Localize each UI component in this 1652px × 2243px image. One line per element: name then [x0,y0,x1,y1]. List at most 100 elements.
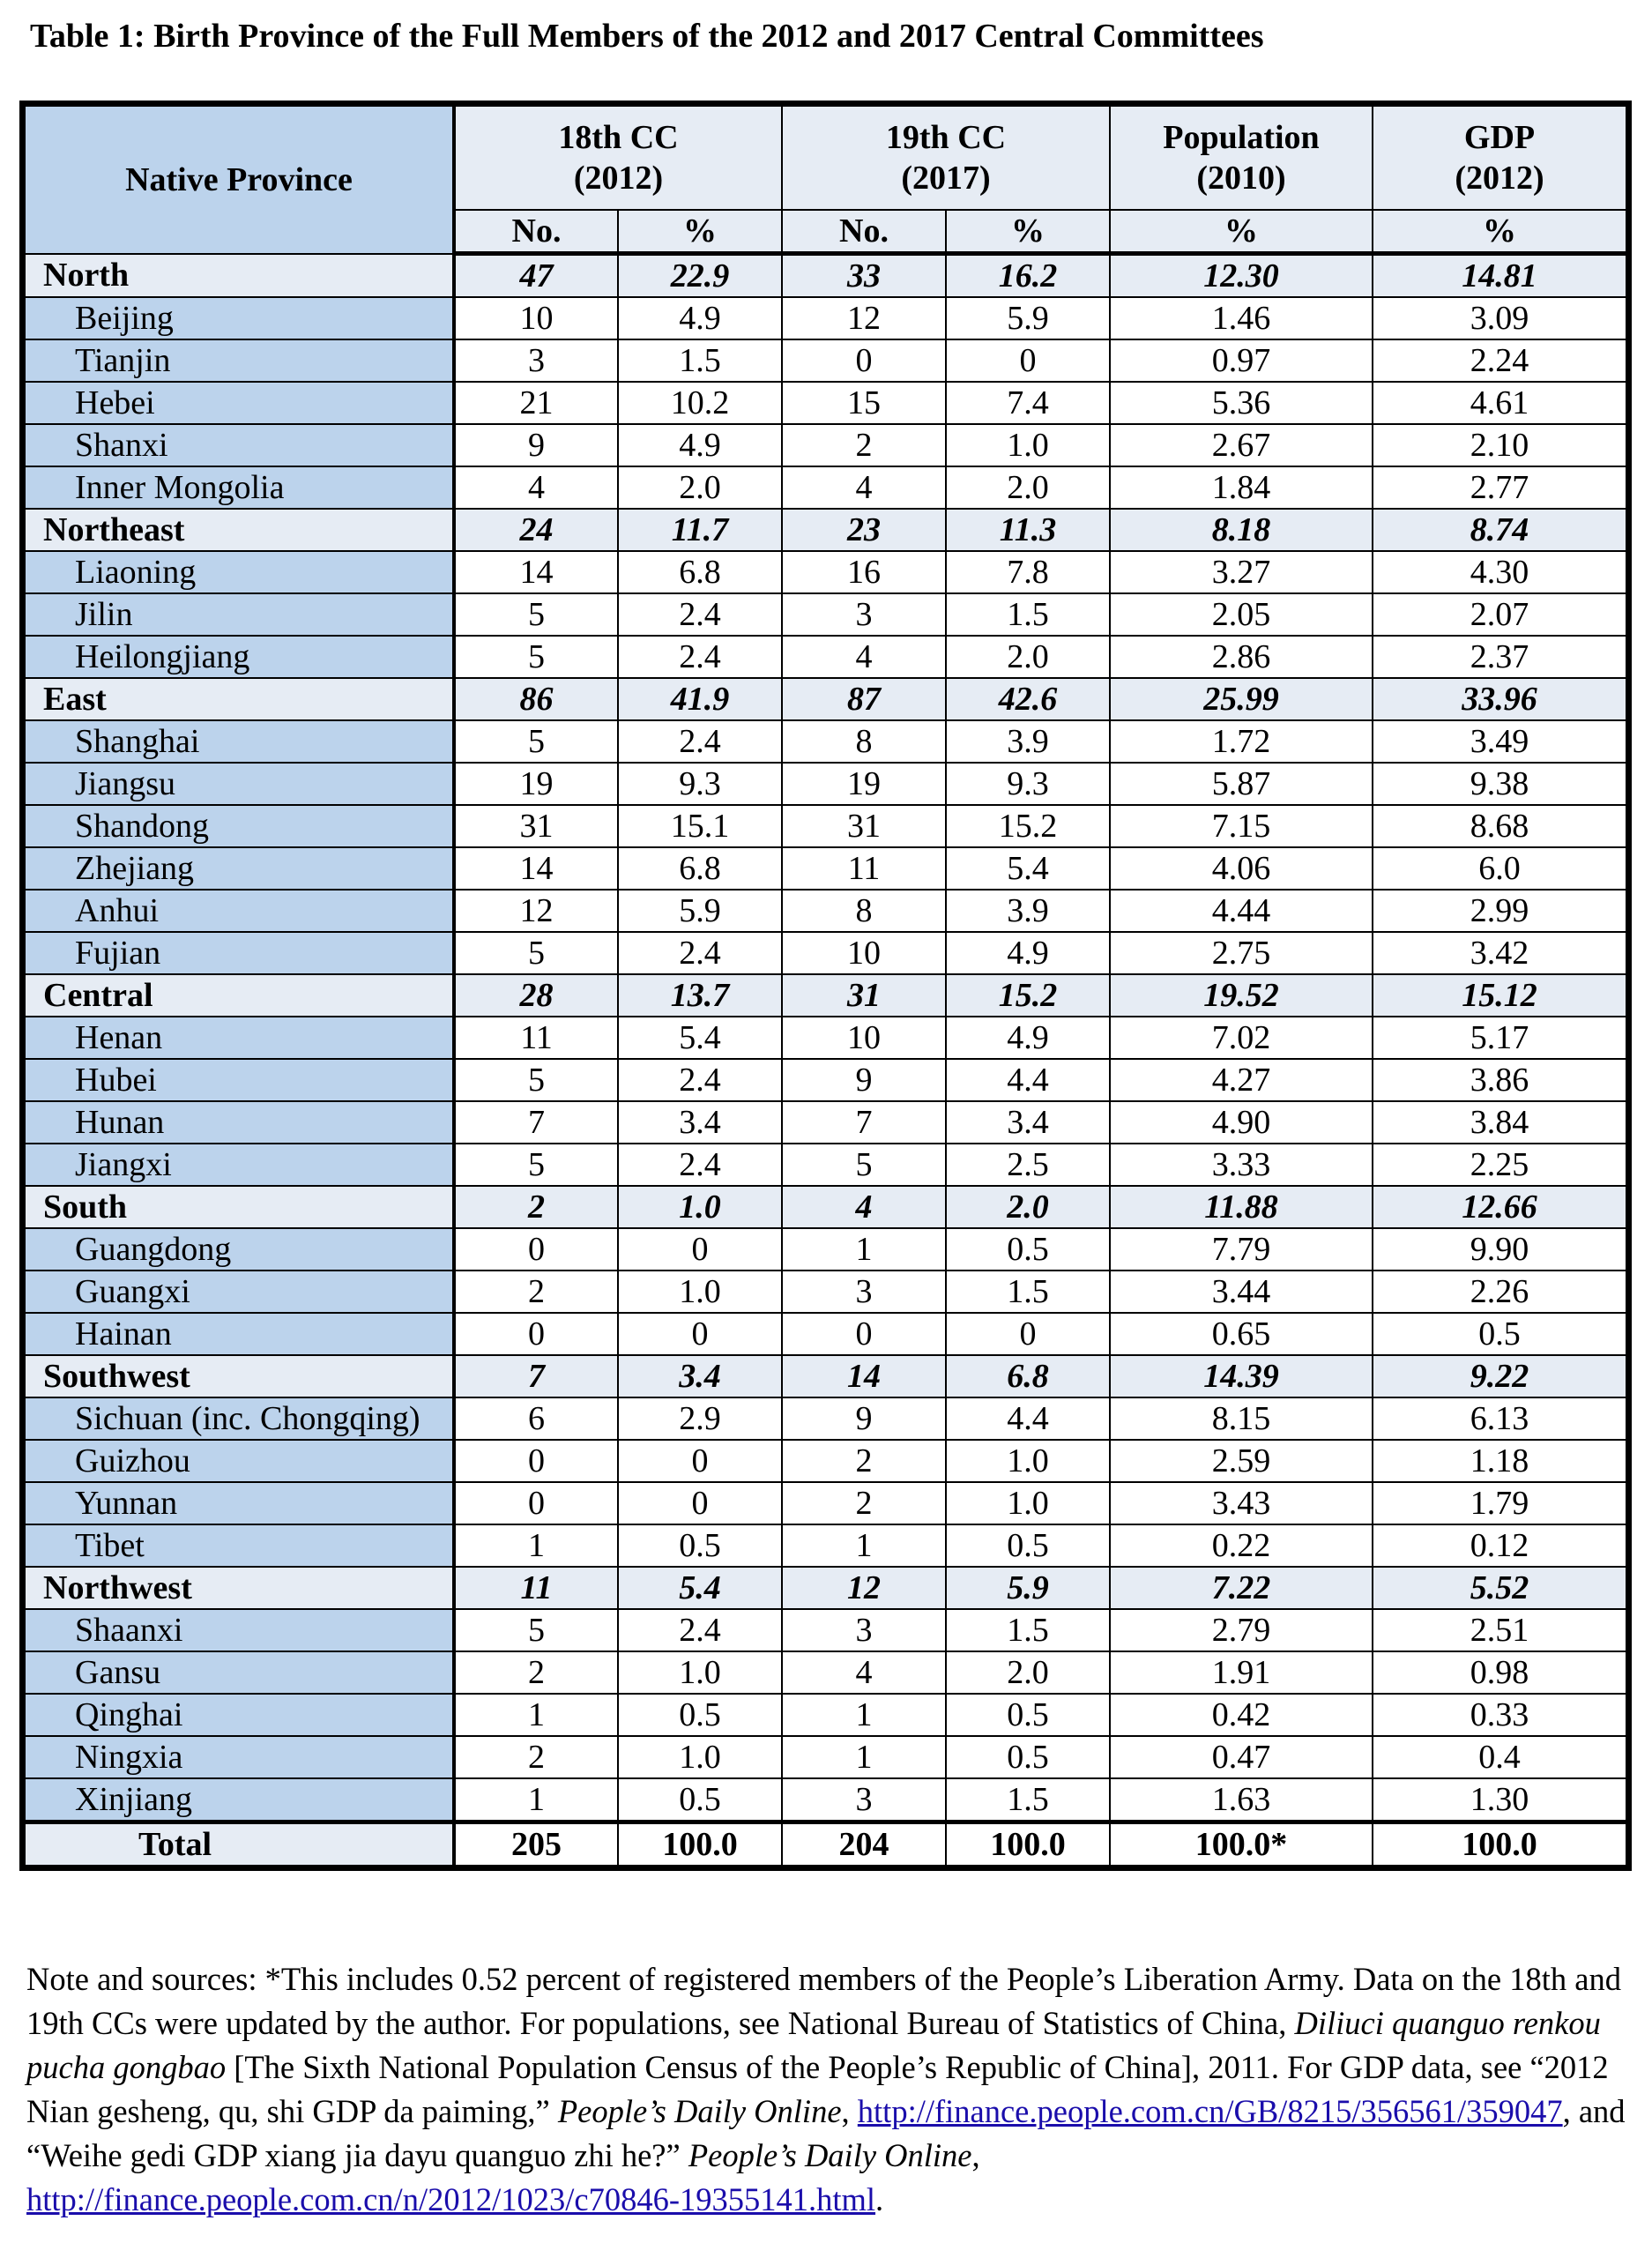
region-name: Northeast [24,508,456,552]
province-row: Shaanxi 5 2.4 3 1.5 2.79 2.51 [24,1608,1627,1652]
total-row: Total 205 100.0 204 100.0 100.0* 100.0 [24,1820,1627,1867]
province-row: Shandong 31 15.1 31 15.2 7.15 8.68 [24,804,1627,848]
table-cell: 42.6 [945,677,1111,721]
table-cell: 47 [453,252,619,298]
table-cell: 2.4 [617,1608,783,1652]
table-cell: 10 [781,1016,947,1060]
table-cell: 2 [453,1270,619,1314]
region-row: Northwest 11 5.4 12 5.9 7.22 5.52 [24,1566,1627,1610]
province-row: Beijing 10 4.9 12 5.9 1.46 3.09 [24,296,1627,340]
table-cell: 0 [617,1481,783,1525]
province-name: Fujian [24,931,456,975]
region-name: South [24,1185,456,1229]
province-row: Guizhou 0 0 2 1.0 2.59 1.18 [24,1439,1627,1483]
table-cell: 1 [781,1524,947,1568]
province-row: Guangdong 0 0 1 0.5 7.79 9.90 [24,1227,1627,1271]
table-cell: 2.99 [1372,889,1627,933]
table-cell: 1.0 [945,1481,1111,1525]
province-row: Hunan 7 3.4 7 3.4 4.90 3.84 [24,1100,1627,1144]
table-cell: 9.38 [1372,762,1627,806]
table-cell: 2.79 [1109,1608,1373,1652]
table-cell: 1.46 [1109,296,1373,340]
total-cell: 100.0* [1109,1820,1373,1867]
table-cell: 1.84 [1109,466,1373,510]
table-cell: 2.07 [1372,592,1627,637]
region-row: Southwest 7 3.4 14 6.8 14.39 9.22 [24,1354,1627,1398]
province-row: Shanghai 5 2.4 8 3.9 1.72 3.49 [24,719,1627,764]
province-name: Guangxi [24,1270,456,1314]
province-row: Jilin 5 2.4 3 1.5 2.05 2.07 [24,592,1627,637]
table-cell: 2.0 [945,635,1111,679]
table-cell: 3 [781,592,947,637]
province-name: Jiangxi [24,1143,456,1187]
region-row: South 2 1.0 4 2.0 11.88 12.66 [24,1185,1627,1229]
province-name: Sichuan (inc. Chongqing) [24,1397,456,1441]
table-cell: 3.84 [1372,1100,1627,1144]
table-cell: 3.9 [945,889,1111,933]
table-cell: 1 [781,1693,947,1737]
province-name: Guizhou [24,1439,456,1483]
table-cell: 11.88 [1109,1185,1373,1229]
table-cell: 2.5 [945,1143,1111,1187]
table-cell: 12 [781,296,947,340]
table-cell: 1 [453,1777,619,1823]
table-cell: 2.0 [945,466,1111,510]
table-cell: 15.2 [945,804,1111,848]
province-name: Ningxia [24,1735,456,1779]
province-name: Qinghai [24,1693,456,1737]
table-cell: 2.51 [1372,1608,1627,1652]
table-cell: 0.5 [945,1735,1111,1779]
table-cell: 4.30 [1372,550,1627,594]
table-cell: 13.7 [617,973,783,1017]
table-cell: 4.9 [945,931,1111,975]
table-cell: 1.79 [1372,1481,1627,1525]
region-row: North 47 22.9 33 16.2 12.30 14.81 [24,252,1627,298]
table-cell: 5.17 [1372,1016,1627,1060]
table-cell: 12 [453,889,619,933]
region-row: Central 28 13.7 31 15.2 19.52 15.12 [24,973,1627,1017]
subheader-percent: % [1109,209,1373,256]
table-cell: 31 [453,804,619,848]
table-cell: 4 [781,1651,947,1695]
table-cell: 3 [781,1608,947,1652]
table-cell: 0.5 [945,1524,1111,1568]
subheader-percent: % [1372,209,1627,256]
table-cell: 0.22 [1109,1524,1373,1568]
note-citation-title: Diliuci quanguo renkou pucha gongbao [26,2005,1601,2085]
table-cell: 0.33 [1372,1693,1627,1737]
province-name: Liaoning [24,550,456,594]
source-link-1[interactable]: http://finance.people.com.cn/GB/8215/356… [857,2093,1563,2129]
table-cell: 23 [781,508,947,552]
header-population-line2: (2010) [1196,160,1286,197]
table-cell: 0.5 [617,1693,783,1737]
table-cell: 14 [453,846,619,890]
header-19th-cc: 19th CC (2017) [781,105,1111,211]
table-cell: 4 [781,466,947,510]
table-cell: 2.24 [1372,339,1627,383]
table-cell: 11.7 [617,508,783,552]
table-cell: 7 [453,1354,619,1398]
table-cell: 15 [781,381,947,425]
table-cell: 3.86 [1372,1058,1627,1102]
table-cell: 14 [781,1354,947,1398]
province-row: Guangxi 2 1.0 3 1.5 3.44 2.26 [24,1270,1627,1314]
table-cell: 2 [781,1439,947,1483]
note-text: , and “Weihe gedi GDP xiang jia dayu qua… [26,2093,1626,2173]
table-cell: 1.91 [1109,1651,1373,1695]
source-link-2[interactable]: http://finance.people.com.cn/n/2012/1023… [26,2181,876,2217]
table-header: Native Province 18th CC (2012) 19th CC (… [24,105,1627,256]
table-cell: 12 [781,1566,947,1610]
table-cell: 0.5 [945,1227,1111,1271]
region-name: Northwest [24,1566,456,1610]
table-cell: 8 [781,719,947,764]
table-cell: 4.61 [1372,381,1627,425]
table-cell: 4.9 [617,423,783,467]
table-cell: 2.75 [1109,931,1373,975]
table-cell: 25.99 [1109,677,1373,721]
table-cell: 3 [453,339,619,383]
table-cell: 4.4 [945,1058,1111,1102]
table-cell: 5 [453,1143,619,1187]
table-cell: 11 [453,1566,619,1610]
table-cell: 4.9 [617,296,783,340]
table-cell: 3.49 [1372,719,1627,764]
